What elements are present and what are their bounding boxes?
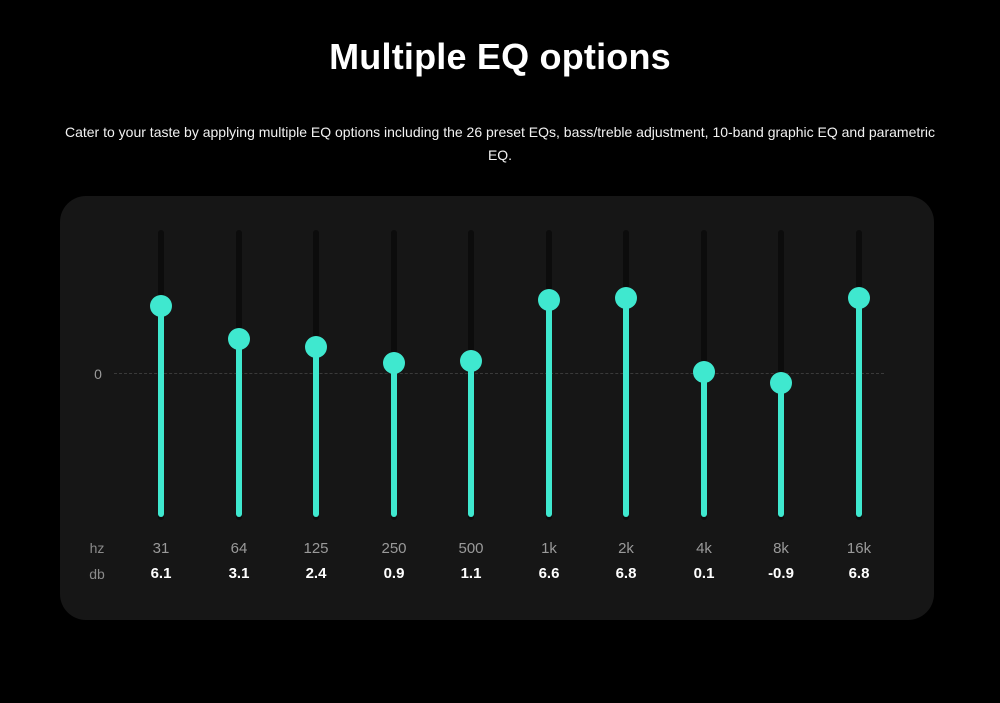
eq-band-level-fill [158,305,164,517]
eq-band-gain: 6.1 [150,565,172,582]
eq-band-knob[interactable] [383,352,405,375]
eq-band-knob[interactable] [228,327,250,350]
eq-band-slider[interactable] [537,230,561,520]
eq-band-level-fill [856,298,862,517]
eq-band-frequency: 31 [152,540,170,557]
eq-band-slider[interactable] [149,230,173,520]
eq-band-slider[interactable] [382,230,406,520]
eq-band-gain: 0.1 [693,565,715,582]
eq-band-level-fill [546,300,552,517]
eq-band-level-fill [701,371,707,517]
eq-band-gain: 0.9 [383,565,405,582]
eq-band-gain: -0.9 [768,565,794,582]
hz-row-label: hz [89,540,105,556]
eq-band-level-fill [313,346,319,517]
eq-band-slider[interactable] [227,230,251,520]
eq-band-knob[interactable] [150,294,172,317]
eq-band-gain: 2.4 [305,565,327,582]
eq-band-frequency: 2k [618,540,634,557]
zero-db-line [114,373,884,374]
eq-band-slider[interactable] [769,230,793,520]
eq-band-frequency: 8k [773,540,789,557]
eq-band-level-fill [778,382,784,517]
eq-band-knob[interactable] [693,360,715,383]
eq-band-gain: 6.8 [615,565,637,582]
eq-band-knob[interactable] [770,371,792,394]
page-description: Cater to your taste by applying multiple… [64,124,936,163]
eq-band-knob[interactable] [848,287,870,310]
eq-band-slider[interactable] [304,230,328,520]
eq-band-gain: 1.1 [460,565,482,582]
eq-band-level-fill [236,338,242,517]
eq-band-frequency: 1k [541,540,557,557]
eq-band-slider[interactable] [614,230,638,520]
page-title: Multiple EQ options [329,36,671,77]
eq-band-frequency: 4k [696,540,712,557]
eq-band-frequency: 250 [381,540,407,557]
eq-band-gain: 6.8 [848,565,870,582]
eq-band-level-fill [391,363,397,517]
eq-band-slider[interactable] [847,230,871,520]
eq-band-level-fill [623,298,629,517]
eq-band-knob[interactable] [538,289,560,312]
eq-band-slider[interactable] [459,230,483,520]
eq-band-frequency: 500 [458,540,484,557]
eq-band-knob[interactable] [615,287,637,310]
equalizer-panel [60,196,934,620]
eq-band-level-fill [468,360,474,517]
eq-band-gain: 3.1 [228,565,250,582]
eq-band-frequency: 64 [230,540,248,557]
eq-band-knob[interactable] [460,349,482,372]
eq-band-slider[interactable] [692,230,716,520]
zero-db-label: 0 [94,366,102,382]
eq-band-frequency: 125 [303,540,329,557]
eq-band-frequency: 16k [846,540,872,557]
eq-band-gain: 6.6 [538,565,560,582]
db-row-label: db [89,566,105,582]
eq-band-knob[interactable] [305,335,327,358]
